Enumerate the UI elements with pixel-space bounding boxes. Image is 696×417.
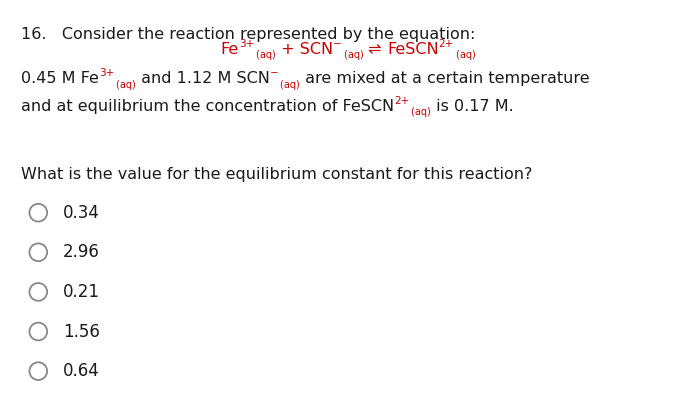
Text: is 0.17 M.: is 0.17 M. [431, 98, 514, 113]
Text: 0.34: 0.34 [63, 203, 100, 222]
Text: 3+: 3+ [239, 39, 254, 49]
Text: (aq): (aq) [114, 80, 136, 90]
Text: −: − [333, 39, 342, 49]
Text: 3+: 3+ [99, 68, 114, 78]
Text: 1.56: 1.56 [63, 322, 100, 341]
Text: + SCN: + SCN [276, 42, 333, 57]
Text: (aq): (aq) [409, 107, 431, 117]
Text: and at equilibrium the concentration of FeSCN: and at equilibrium the concentration of … [21, 98, 394, 113]
Text: 2+: 2+ [438, 39, 454, 49]
Text: −: − [269, 68, 278, 78]
Text: (aq): (aq) [342, 50, 363, 60]
Text: 0.21: 0.21 [63, 283, 100, 301]
Text: 2+: 2+ [394, 95, 409, 106]
Text: FeSCN: FeSCN [387, 42, 438, 57]
Text: and 1.12 M SCN: and 1.12 M SCN [136, 71, 269, 86]
Text: 0.64: 0.64 [63, 362, 100, 380]
Text: ⇌: ⇌ [363, 42, 387, 57]
Text: 2.96: 2.96 [63, 243, 100, 261]
Text: are mixed at a certain temperature: are mixed at a certain temperature [300, 71, 590, 86]
Text: What is the value for the equilibrium constant for this reaction?: What is the value for the equilibrium co… [21, 167, 532, 182]
Text: (aq): (aq) [278, 80, 300, 90]
Text: Fe: Fe [221, 42, 239, 57]
Text: (aq): (aq) [254, 50, 276, 60]
Text: 0.45 M Fe: 0.45 M Fe [21, 71, 99, 86]
Text: 16.   Consider the reaction represented by the equation:: 16. Consider the reaction represented by… [21, 27, 475, 42]
Text: (aq): (aq) [454, 50, 475, 60]
